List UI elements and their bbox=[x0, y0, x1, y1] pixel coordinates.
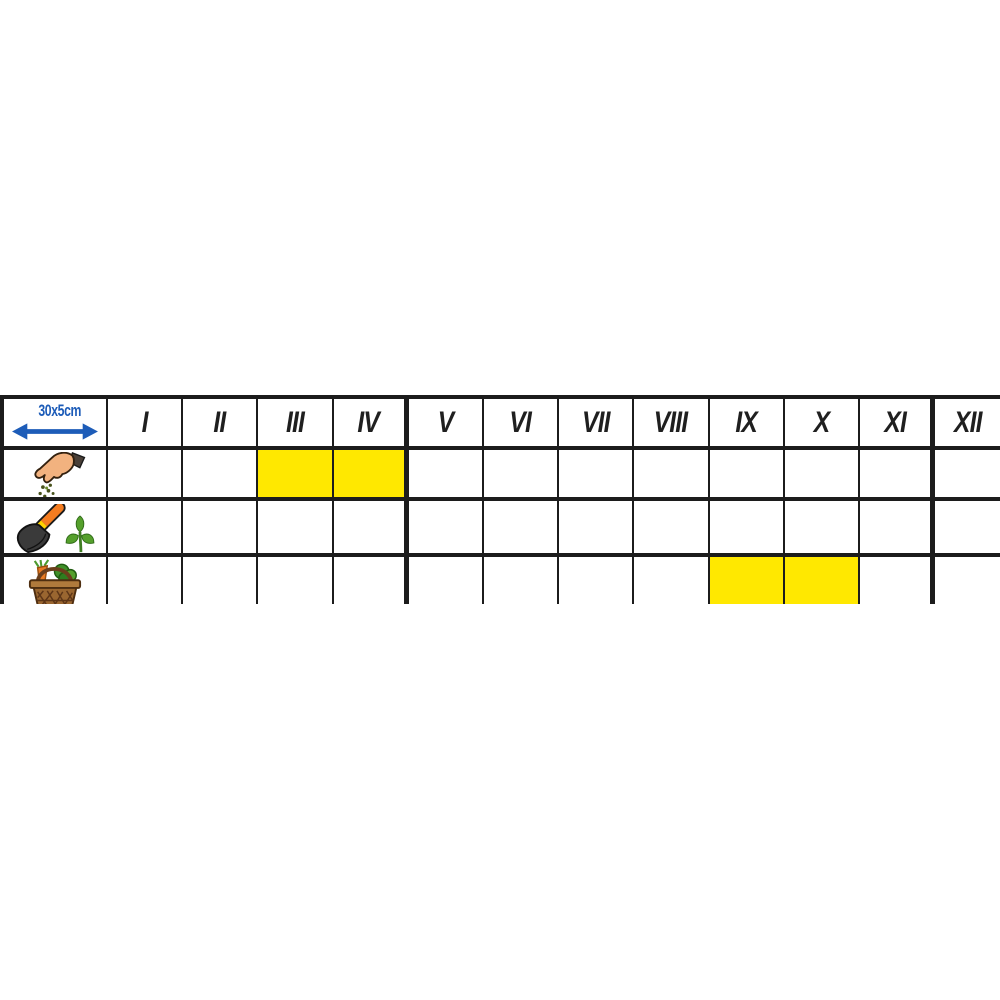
double-arrow-icon bbox=[12, 423, 98, 440]
calendar-cell-IV bbox=[333, 557, 409, 604]
calendar-cell-II bbox=[183, 450, 259, 501]
month-label: I bbox=[141, 405, 149, 439]
calendar-cell-VII bbox=[559, 450, 635, 501]
month-label: IV bbox=[357, 405, 380, 439]
planting-icon-cell bbox=[4, 501, 108, 557]
calendar-cell-VIII bbox=[634, 501, 710, 557]
calendar-cell-X bbox=[784, 501, 860, 557]
month-label: II bbox=[213, 405, 227, 439]
month-header-cell-VII: VII bbox=[559, 399, 635, 450]
calendar-cell-V bbox=[408, 450, 484, 501]
month-label: VIII bbox=[654, 405, 688, 439]
calendar-cell-XI bbox=[859, 450, 936, 501]
calendar-cell-IV bbox=[333, 501, 409, 557]
calendar-cell-VI bbox=[483, 557, 560, 604]
calendar-cell-VIII bbox=[634, 450, 710, 501]
calendar-cell-III bbox=[258, 450, 334, 501]
month-label: X bbox=[813, 405, 830, 439]
month-header-cell-VIII: VIII bbox=[634, 399, 710, 450]
month-label: XI bbox=[884, 405, 906, 439]
harvest-icon-cell bbox=[4, 557, 108, 604]
calendar-cell-IX bbox=[709, 450, 785, 501]
calendar-row-harvest bbox=[4, 557, 1000, 604]
calendar-cell-XII bbox=[935, 557, 1000, 604]
month-header-cell-IX: IX bbox=[709, 399, 785, 450]
calendar-cell-II bbox=[183, 501, 259, 557]
sowing-icon-cell bbox=[4, 450, 108, 501]
spacing-label: 30x5cm bbox=[38, 401, 82, 420]
calendar-cell-XII bbox=[935, 450, 1000, 501]
calendar-cell-VIII bbox=[634, 557, 710, 604]
calendar-cell-II bbox=[183, 557, 259, 604]
month-header-cell-VI: VI bbox=[483, 399, 560, 450]
month-label: V bbox=[437, 405, 454, 439]
calendar-cell-I bbox=[108, 501, 184, 557]
calendar-cell-XII bbox=[935, 501, 1000, 557]
planting-calendar-table: 30x5cm I II III IV V VI VII VIII IX X XI XII bbox=[0, 395, 1000, 604]
calendar-cell-VI bbox=[483, 450, 560, 501]
spacing-cell: 30x5cm bbox=[4, 399, 108, 450]
calendar-cell-XI bbox=[859, 557, 936, 604]
calendar-cell-IX bbox=[709, 557, 785, 604]
calendar-cell-I bbox=[108, 557, 184, 604]
calendar-cell-VII bbox=[559, 501, 635, 557]
calendar-row-planting bbox=[4, 501, 1000, 557]
month-header-cell-III: III bbox=[258, 399, 334, 450]
calendar-cell-X bbox=[784, 450, 860, 501]
month-header-cell-X: X bbox=[784, 399, 860, 450]
month-label: VII bbox=[581, 405, 610, 439]
month-header-cell-IV: IV bbox=[333, 399, 409, 450]
calendar-cell-III bbox=[258, 557, 334, 604]
month-header-cell-I: I bbox=[108, 399, 184, 450]
calendar-header-row: 30x5cm I II III IV V VI VII VIII IX X XI XII bbox=[4, 399, 1000, 450]
trowel-seedling-icon bbox=[16, 504, 95, 553]
month-label: XII bbox=[953, 405, 982, 439]
month-header-cell-II: II bbox=[183, 399, 259, 450]
calendar-cell-V bbox=[408, 501, 484, 557]
calendar-cell-V bbox=[408, 557, 484, 604]
month-label: IX bbox=[735, 405, 757, 439]
calendar-cell-IX bbox=[709, 501, 785, 557]
month-label: III bbox=[285, 405, 305, 439]
month-header-cell-V: V bbox=[408, 399, 484, 450]
calendar-cell-I bbox=[108, 450, 184, 501]
month-header-cell-XII: XII bbox=[935, 399, 1000, 450]
calendar-cell-XI bbox=[859, 501, 936, 557]
calendar-cell-X bbox=[784, 557, 860, 604]
month-header-cell-XI: XI bbox=[859, 399, 936, 450]
calendar-cell-VI bbox=[483, 501, 560, 557]
calendar-cell-III bbox=[258, 501, 334, 557]
calendar-cell-IV bbox=[333, 450, 409, 501]
calendar-row-sowing bbox=[4, 450, 1000, 501]
harvest-basket-icon bbox=[28, 559, 82, 604]
calendar-cell-VII bbox=[559, 557, 635, 604]
sowing-hand-icon bbox=[34, 452, 86, 497]
month-label: VI bbox=[509, 405, 532, 439]
